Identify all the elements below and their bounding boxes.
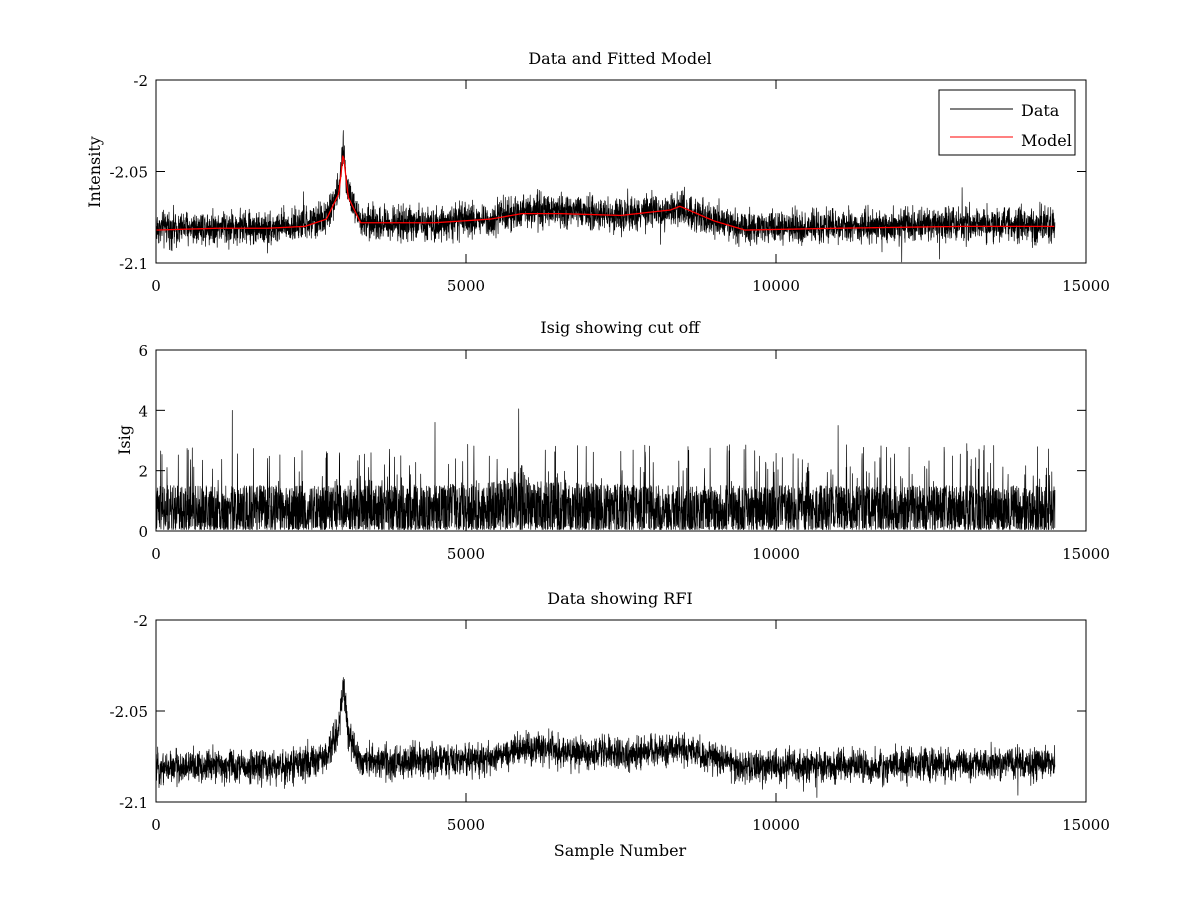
x-tick-label: 0 bbox=[151, 545, 161, 563]
panel-data-fitted-model: Data and Fitted Model Intensity 0 5000 100… bbox=[85, 49, 1110, 295]
legend-label-data: Data bbox=[1021, 101, 1060, 120]
x-tick-label: 5000 bbox=[447, 277, 485, 295]
series-line-data bbox=[155, 130, 1056, 263]
x-tick-label: 5000 bbox=[447, 545, 485, 563]
plot-area: 0 5000 10000 15000 -2.1 -2.05 -2 bbox=[110, 612, 1110, 834]
plot-area: 0 5000 10000 15000 0 2 4 6 bbox=[138, 342, 1109, 563]
x-tick-label: 15000 bbox=[1062, 816, 1110, 834]
axes-frame bbox=[155, 349, 1087, 532]
panel-isig-cutoff: Isig showing cut off Isig 0 5000 10000 1500… bbox=[115, 318, 1110, 563]
x-axis-label: Sample Number bbox=[554, 841, 687, 860]
y-tick-label: 0 bbox=[138, 523, 148, 541]
x-tick-label: 15000 bbox=[1062, 277, 1110, 295]
y-tick-label: 4 bbox=[138, 402, 148, 420]
x-tick-label: 5000 bbox=[447, 816, 485, 834]
plot-area: 0 5000 10000 15000 -2.1 -2.05 -2 bbox=[110, 72, 1110, 295]
y-axis-label: Isig bbox=[115, 425, 134, 455]
x-tick-label: 15000 bbox=[1062, 545, 1110, 563]
chart-title: Data showing RFI bbox=[547, 589, 692, 608]
x-tick-label: 10000 bbox=[752, 545, 800, 563]
x-tick-label: 10000 bbox=[752, 277, 800, 295]
series-line-model bbox=[155, 155, 1055, 231]
x-tick-label: 0 bbox=[151, 816, 161, 834]
legend-label-model: Model bbox=[1021, 131, 1072, 150]
y-tick-label: -2.05 bbox=[110, 703, 148, 721]
series-line-data bbox=[155, 677, 1056, 798]
y-tick-label: -2.1 bbox=[119, 255, 148, 273]
y-tick-label: 6 bbox=[138, 342, 148, 360]
x-tick-label: 0 bbox=[151, 277, 161, 295]
x-tick-label: 10000 bbox=[752, 816, 800, 834]
y-tick-label: -2.1 bbox=[119, 794, 148, 812]
legend: Data Model bbox=[938, 89, 1076, 156]
y-axis-label: Intensity bbox=[85, 136, 104, 208]
chart-title: Data and Fitted Model bbox=[528, 49, 711, 68]
y-tick-label: -2.05 bbox=[110, 164, 148, 182]
series-line-isig bbox=[155, 408, 1056, 530]
y-tick-label: -2 bbox=[133, 72, 148, 90]
chart-title: Isig showing cut off bbox=[540, 318, 701, 337]
panel-data-rfi: Data showing RFI Sample Number 0 5000 1000… bbox=[110, 589, 1110, 860]
y-tick-label: -2 bbox=[133, 612, 148, 630]
axes-frame bbox=[155, 619, 1087, 803]
legend-box bbox=[938, 89, 1076, 156]
y-tick-label: 2 bbox=[138, 463, 148, 481]
